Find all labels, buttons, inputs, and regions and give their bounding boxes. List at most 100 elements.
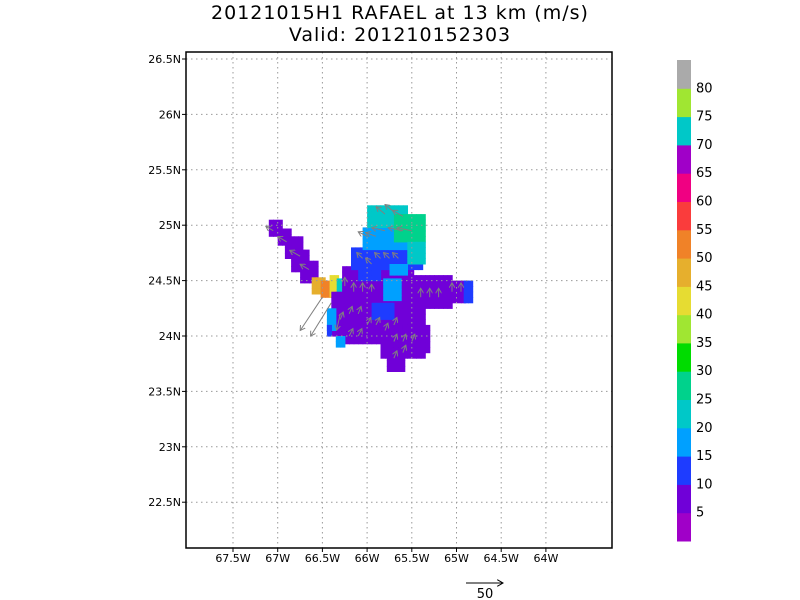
speed-cell <box>400 252 406 259</box>
speed-cell <box>344 327 350 334</box>
speed-cell <box>376 210 382 217</box>
speed-region-17 <box>463 280 474 304</box>
wind-vector <box>366 258 372 265</box>
speed-cell <box>371 313 377 320</box>
speed-cell <box>420 302 426 309</box>
speed-cell <box>336 283 342 290</box>
speed-cell <box>420 319 426 326</box>
speed-cell <box>331 313 337 320</box>
speed-cell <box>385 341 391 348</box>
speed-cell <box>385 216 391 223</box>
speed-cell <box>393 205 399 212</box>
speed-cell <box>438 275 444 282</box>
speed-cell <box>273 230 279 237</box>
speed-cell <box>353 327 359 334</box>
speed-cell <box>385 347 391 354</box>
wind-vector <box>397 228 412 231</box>
speed-cell <box>411 247 417 254</box>
colorbar-swatch <box>677 342 691 372</box>
speed-cell <box>389 341 395 348</box>
speed-cell <box>367 227 373 234</box>
speed-cell <box>367 338 373 345</box>
speed-cell <box>380 347 386 354</box>
speed-cell <box>358 264 364 271</box>
speed-cell <box>398 269 404 276</box>
speed-cell <box>316 277 322 284</box>
speed-cell <box>407 313 413 320</box>
speed-cell <box>392 283 398 290</box>
speed-cell <box>273 219 279 226</box>
speed-cell <box>284 241 290 248</box>
colorbar-label: 40 <box>696 308 713 323</box>
speed-cell <box>353 297 359 304</box>
speed-cell <box>443 291 449 298</box>
speed-cell <box>377 258 383 265</box>
colorbar-label: 10 <box>696 477 713 492</box>
speed-cell <box>395 365 401 372</box>
speed-cell <box>376 216 382 223</box>
speed-cell <box>380 324 386 331</box>
speed-cell <box>313 266 319 273</box>
colorbar-swatch <box>677 286 691 316</box>
speed-cell <box>295 260 301 267</box>
speed-cell <box>425 336 431 343</box>
speed-cell <box>371 244 377 251</box>
speed-cell <box>425 275 431 282</box>
speed-cell <box>398 308 404 315</box>
speed-cell <box>367 205 373 212</box>
speed-cell <box>380 221 386 228</box>
speed-cell <box>425 297 431 304</box>
speed-cell <box>353 302 359 309</box>
speed-cell <box>367 244 373 251</box>
speed-cell <box>416 313 422 320</box>
speed-cell <box>376 269 382 276</box>
speed-cell <box>425 324 431 331</box>
speed-cell <box>331 319 337 326</box>
colorbar-label: 30 <box>696 364 713 379</box>
speed-cell <box>346 282 352 289</box>
y-tick-label: 26.5N <box>148 53 181 66</box>
speed-cell <box>380 216 386 223</box>
speed-cell <box>362 338 368 345</box>
speed-cell <box>411 313 417 320</box>
speed-cell <box>420 241 426 248</box>
colorbar-label: 25 <box>696 393 713 408</box>
speed-cell <box>367 275 373 282</box>
speed-cell <box>362 291 368 298</box>
colorbar-label: 55 <box>696 223 713 238</box>
speed-cell <box>367 291 373 298</box>
speed-cell <box>277 239 283 246</box>
speed-cell <box>420 291 426 298</box>
wind-vector <box>403 334 406 342</box>
speed-cell <box>411 236 417 243</box>
speed-cell <box>420 258 426 265</box>
speed-region-21 <box>371 302 395 320</box>
speed-cell <box>367 297 373 304</box>
speed-cell <box>443 280 449 287</box>
speed-cell <box>386 258 392 265</box>
speed-cell <box>393 341 399 348</box>
speed-cell <box>400 258 406 265</box>
speed-cell <box>382 264 388 271</box>
x-axis-ticks: 67.5W 67W 66.5W 66W 65.5W 65W 64.5W 64W <box>215 548 558 565</box>
speed-cell <box>392 278 398 285</box>
speed-cell <box>402 225 408 232</box>
wind-vector <box>300 296 323 330</box>
speed-cell <box>380 244 386 251</box>
speed-cell <box>396 283 402 290</box>
speed-cell <box>443 286 449 293</box>
speed-cell <box>392 289 398 296</box>
speed-cell <box>385 313 391 320</box>
speed-cell <box>300 255 306 262</box>
speed-cell <box>277 219 283 226</box>
speed-cell <box>391 365 397 372</box>
speed-cell <box>402 264 408 271</box>
colorbar-swatch <box>677 371 691 400</box>
colorbar: 5 10 15 20 25 30 35 40 45 50 55 60 65 70 75 80 <box>677 60 713 542</box>
speed-cell <box>340 302 346 309</box>
speed-cell <box>358 269 364 276</box>
speed-cell <box>351 258 357 265</box>
speed-cell <box>468 286 474 293</box>
speed-cell <box>362 264 368 271</box>
speed-cell <box>425 330 431 337</box>
